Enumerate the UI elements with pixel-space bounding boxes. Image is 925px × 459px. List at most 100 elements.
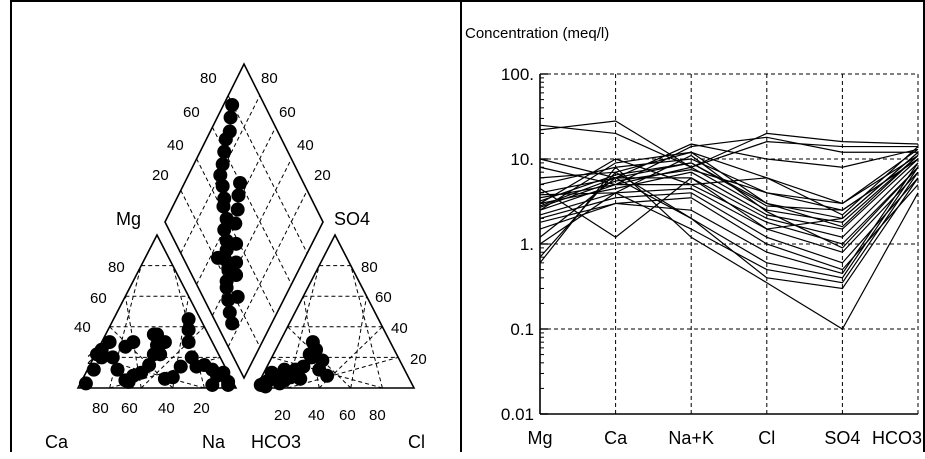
diamond-grid-line [180,190,261,348]
label-mg: Mg [116,209,141,229]
sample-line [539,158,919,230]
anion-sample-point [258,379,273,394]
y-tick-label: 0.01 [501,405,534,424]
right-base-tick: 60 [339,407,356,424]
sample-line [539,158,919,211]
cation-sample-point [165,370,180,385]
cation-sample-point [121,374,136,389]
piper-diagram-panel: Mg SO4 Ca Na HCO3 Cl 20 40 60 80 80 60 4… [10,0,462,452]
anion-triangle-frame [254,233,416,389]
schoeller-grid [540,73,919,414]
left-tick: 60 [90,290,107,307]
y-tick-label: 100. [501,65,534,84]
right-tick: 40 [391,320,408,337]
diamond-sample-point [217,222,232,237]
left-base-tick: 80 [92,400,109,417]
cation-sample-point [146,347,161,362]
diamond-sample-point [228,216,243,231]
anion-sample-point [302,347,317,362]
diamond-sample-point [222,305,237,320]
sample-line [539,166,919,279]
right-base-tick: 80 [369,407,386,424]
right-tick: 20 [410,351,427,368]
sample-line [539,124,918,168]
diamond-grid-line [227,95,308,254]
diamond-left-tick: 20 [152,167,169,184]
schoeller-series-lines [539,120,919,330]
diamond-right-tick: 60 [279,104,296,121]
sample-line [539,136,918,186]
right-tick: 80 [361,259,378,276]
label-cl: Cl [408,432,425,452]
diamond-sample-point [223,110,238,125]
diamond-sample-point [230,289,245,304]
left-tick: 20 [87,351,104,368]
cation-triangle-grid-line [93,356,205,389]
anion-sample-point [264,365,279,380]
x-tick-label: Cl [758,428,775,448]
sample-line [539,120,919,168]
x-tick-label: HCO3 [872,428,922,448]
y-tick-label: 1. [520,235,534,254]
cation-triangle-grid-line [140,326,205,389]
diamond-right-tick: 40 [297,137,314,154]
sample-line [539,148,919,208]
x-tick-label: Na+K [668,428,714,448]
piper-points [78,98,335,394]
diamond-sample-point [233,176,248,190]
cation-sample-point [173,359,188,374]
diamond-sample-point [215,157,230,172]
sample-line [539,151,919,205]
diamond-sample-point [219,233,234,248]
cation-sample-point [181,322,196,337]
label-hco3: HCO3 [251,432,301,452]
anion-sample-point [293,371,308,386]
diamond-right-tick: 20 [314,167,331,184]
sample-line [539,143,919,179]
sample-line [539,171,919,284]
label-na: Na [202,432,226,452]
anion-triangle-grid-line [287,356,399,389]
right-tick: 60 [375,289,392,306]
cation-sample-point [110,362,125,377]
cation-triangle-frame [76,233,238,389]
sample-line [539,154,919,249]
sample-line [539,151,919,228]
diamond-sample-point [225,316,240,331]
diamond-sample-point [215,179,230,194]
cation-sample-point [78,376,93,391]
piper-frames [76,62,416,389]
diamond-frame [164,62,324,380]
sample-line [539,171,919,253]
anion-sample-point [296,359,311,374]
schoeller-title: Concentration (meq/l) [465,25,609,42]
anion-sample-point [305,335,320,350]
diamond-sample-point [213,168,228,183]
x-tick-label: SO4 [824,428,860,448]
anion-triangle-grid-line [350,296,368,389]
sample-line [539,151,919,239]
sample-line [539,166,919,330]
diamond-sample-point [217,144,232,159]
left-base-tick: 60 [121,400,138,417]
diamond-sample-point [225,98,240,112]
x-tick-label: Ca [604,428,628,448]
diamond-left-tick: 60 [183,104,200,121]
diamond-left-tick: 40 [167,137,184,154]
left-base-tick: 20 [193,400,210,417]
label-so4: SO4 [334,209,370,229]
left-tick: 80 [108,259,125,276]
right-base-tick: 20 [274,407,291,424]
cation-sample-point [181,335,196,350]
y-tick-label: 10. [510,150,534,169]
cation-sample-point [221,377,236,392]
cation-sample-point [94,350,109,365]
diamond-sample-point [230,202,245,217]
diamond-sample-point [231,188,246,203]
cation-sample-point [142,358,157,373]
left-tick: 40 [74,319,91,336]
diamond-sample-point [229,255,244,270]
x-tick-label: Mg [527,428,552,448]
cation-sample-point [181,312,196,327]
y-tick-label: 0.1 [510,320,534,339]
